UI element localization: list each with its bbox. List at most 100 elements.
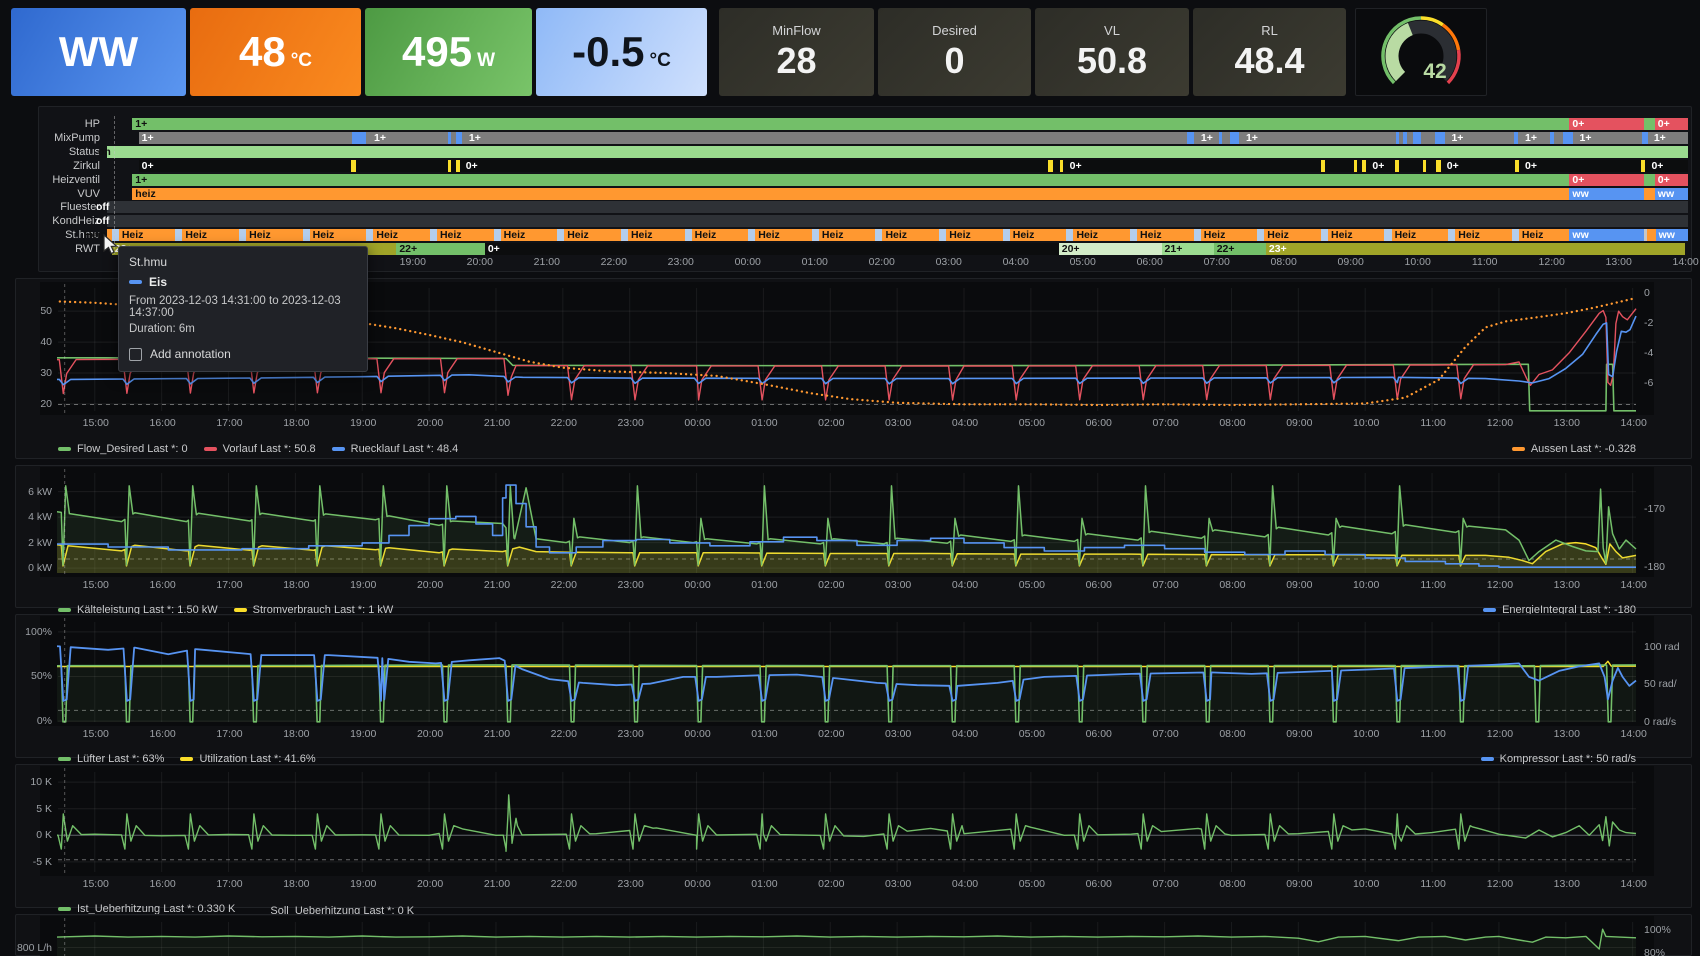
legend-item-vorlauf[interactable]: Vorlauf Last *: 50.8 [203, 443, 316, 455]
legend-item-lfter[interactable]: Lüfter Last *: 63% [58, 753, 164, 765]
timeline-segment[interactable] [462, 159, 484, 172]
add-annotation-button[interactable]: Add annotation [129, 347, 357, 361]
timeline-segment[interactable] [1641, 159, 1646, 172]
timeline-segment[interactable] [1423, 159, 1427, 172]
legend-item-stromverbrauch[interactable]: Stromverbrauch Last *: 1 kW [233, 604, 393, 616]
timeline-segment[interactable] [1642, 131, 1648, 144]
timeline-segment[interactable] [684, 229, 692, 242]
timeline-segment[interactable] [447, 131, 452, 144]
timeline-segment[interactable] [107, 229, 112, 242]
timeline-segment[interactable] [1455, 229, 1512, 242]
timeline-segment[interactable] [447, 159, 451, 172]
timeline-segment[interactable] [182, 229, 239, 242]
timeline-segment[interactable] [1265, 243, 1685, 256]
timeline-segment[interactable] [118, 229, 176, 242]
timeline-segment[interactable] [107, 215, 1688, 228]
timeline-segment[interactable] [455, 131, 462, 144]
timeline-segment[interactable] [1654, 187, 1688, 200]
timeline-segment[interactable] [939, 229, 947, 242]
timeline-segment[interactable] [1435, 159, 1441, 172]
timeline-segment[interactable] [1129, 229, 1138, 242]
timeline-segment[interactable] [1550, 131, 1554, 144]
legend-item-klteleistung[interactable]: Kälteleistung Last *: 1.50 kW [58, 604, 218, 616]
timeline-segment[interactable] [1569, 187, 1644, 200]
timeline-segment[interactable] [111, 229, 119, 242]
legend-item-ruecklauf[interactable]: Ruecklauf Last *: 48.4 [331, 443, 458, 455]
legend-item-istueberhitzung[interactable]: Ist_Ueberhitzung Last *: 0.330 K [58, 903, 235, 915]
timeline-segment[interactable] [1002, 229, 1010, 242]
timeline-segment[interactable] [620, 229, 628, 242]
timeline-segment[interactable] [429, 229, 437, 242]
legend-item-utilization[interactable]: Utilization Last *: 41.6% [180, 753, 316, 765]
timeline-segment[interactable] [396, 243, 485, 256]
timeline-segment[interactable] [1009, 229, 1067, 242]
timeline-segment[interactable] [946, 229, 1003, 242]
timeline-segment[interactable] [484, 243, 1059, 256]
timeline-segment[interactable] [371, 131, 395, 144]
timeline-segment[interactable] [436, 229, 494, 242]
timeline-segment[interactable] [1193, 229, 1201, 242]
timeline-segment[interactable] [239, 229, 247, 242]
timeline-segment[interactable] [1137, 229, 1194, 242]
timeline-segment[interactable] [1643, 173, 1655, 186]
timeline-segment[interactable] [818, 229, 876, 242]
timeline-segment[interactable] [1161, 243, 1214, 256]
timeline-segment[interactable] [627, 229, 685, 242]
timeline-segment[interactable] [1353, 159, 1357, 172]
timeline-segment[interactable] [373, 229, 430, 242]
timeline-segment[interactable] [1197, 131, 1219, 144]
timeline-segment[interactable] [246, 229, 303, 242]
timeline-segment[interactable] [352, 131, 367, 144]
timeline-segment[interactable] [1518, 229, 1570, 242]
timeline-segment[interactable] [455, 159, 460, 172]
timeline-segment[interactable] [1048, 159, 1054, 172]
timeline-segment[interactable] [107, 201, 1688, 214]
legend-item-flowdesired[interactable]: Flow_Desired Last *: 0 [58, 443, 188, 455]
timeline-segment[interactable] [1213, 243, 1266, 256]
timeline-segment[interactable] [366, 229, 374, 242]
timeline-segment[interactable] [1321, 159, 1326, 172]
timeline-segment[interactable] [1643, 187, 1655, 200]
timeline-segment[interactable] [132, 187, 1570, 200]
timeline-segment[interactable] [1257, 229, 1265, 242]
timeline-segment[interactable] [1576, 131, 1597, 144]
timeline-segment[interactable] [1521, 159, 1541, 172]
timeline-segment[interactable] [1066, 229, 1074, 242]
timeline-segment[interactable] [1058, 243, 1162, 256]
timeline-segment[interactable] [1395, 131, 1399, 144]
timeline-segment[interactable] [1328, 229, 1385, 242]
timeline-segment[interactable] [302, 229, 310, 242]
timeline-segment[interactable] [1569, 118, 1644, 130]
timeline-segment[interactable] [1650, 131, 1673, 144]
timeline-segment[interactable] [465, 131, 490, 144]
timeline-segment[interactable] [1403, 131, 1407, 144]
timeline-segment[interactable] [1643, 229, 1647, 242]
timeline-segment[interactable] [1059, 159, 1064, 172]
timeline-segment[interactable] [811, 229, 819, 242]
timeline-segment[interactable] [564, 229, 621, 242]
timeline-segment[interactable] [1646, 229, 1656, 242]
timeline-segment[interactable] [755, 229, 812, 242]
timeline-segment[interactable] [1230, 131, 1239, 144]
timeline-segment[interactable] [1361, 159, 1367, 172]
timeline-segment[interactable] [691, 229, 749, 242]
timeline-segment[interactable] [1521, 131, 1543, 144]
timeline-segment[interactable] [1563, 131, 1573, 144]
timeline-segment[interactable] [1514, 159, 1519, 172]
timeline-segment[interactable] [1443, 159, 1464, 172]
timeline-segment[interactable] [1219, 131, 1223, 144]
timeline-segment[interactable] [1320, 229, 1328, 242]
timeline-segment[interactable] [1412, 131, 1421, 144]
timeline-segment[interactable] [1569, 173, 1644, 186]
timeline-segment[interactable] [138, 159, 1688, 172]
timeline-segment[interactable] [748, 229, 756, 242]
timeline-segment[interactable] [138, 131, 1688, 144]
timeline-segment[interactable] [1369, 159, 1390, 172]
timeline-segment[interactable] [351, 159, 356, 172]
legend-item-kompressor[interactable]: Kompressor Last *: 50 rad/s [1480, 753, 1636, 765]
timeline-segment[interactable] [875, 229, 883, 242]
timeline-segment[interactable] [107, 145, 1688, 158]
timeline-segment[interactable] [1242, 131, 1266, 144]
timeline-segment[interactable] [1200, 229, 1258, 242]
legend-item-energieintegral[interactable]: EnergieIntegral Last *: -180 [1483, 604, 1636, 616]
